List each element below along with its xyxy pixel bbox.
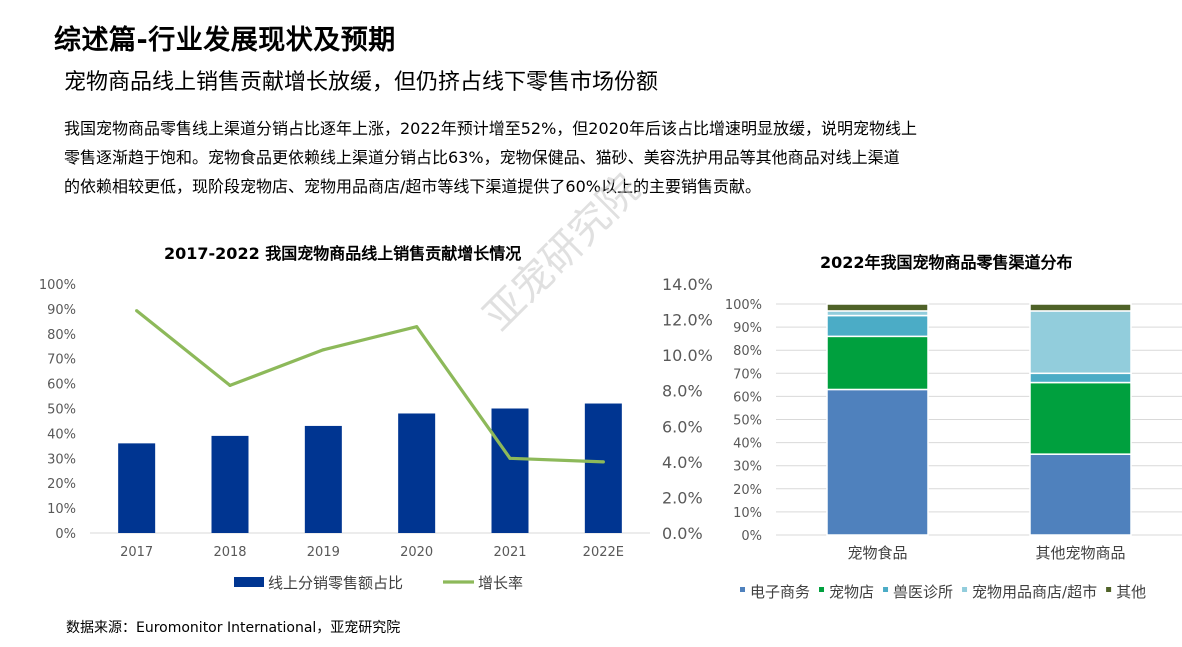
left-y-tick-label: 40%	[47, 427, 76, 442]
bar-online-share	[398, 413, 436, 533]
legend-label-channel: 电子商务	[750, 583, 810, 601]
left-y-tick-label: 90%	[47, 303, 76, 318]
left-y-tick-label: 10%	[47, 502, 76, 517]
growth-rate-point	[321, 348, 325, 352]
legend-swatch-channel	[962, 587, 968, 592]
legend-swatch-channel	[883, 587, 889, 592]
right-y-tick-label: 90%	[733, 321, 762, 336]
right-y-tick-label: 0%	[741, 529, 762, 544]
left-x-tick-label: 2017	[120, 545, 153, 560]
growth-rate-point	[601, 460, 605, 464]
left-y-tick-label: 20%	[47, 477, 76, 492]
growth-rate-point	[415, 325, 419, 329]
right-y-tick-label: 100%	[725, 298, 762, 313]
stacked-segment	[826, 335, 929, 391]
left-y-tick-label: 100%	[39, 278, 76, 293]
right-y-tick-label: 10.0%	[662, 346, 713, 365]
legend-label-channel: 兽医诊所	[893, 583, 953, 601]
right-y-tick-label: 12.0%	[662, 311, 713, 330]
right-y-tick-label: 80%	[733, 344, 762, 359]
stacked-segment	[1029, 310, 1132, 375]
right-y-tick-label: 10%	[733, 506, 762, 521]
legend-label-online-share: 线上分销零售额占比	[268, 574, 403, 592]
left-y-tick-label: 60%	[47, 378, 76, 393]
page-subtitle: 宠物商品线上销售贡献增长放缓，但仍挤占线下零售市场份额	[64, 70, 659, 95]
left-y-tick-label: 30%	[47, 452, 76, 467]
page-title: 综述篇-行业发展现状及预期	[54, 25, 396, 56]
bar-online-share	[211, 435, 249, 533]
right-y-tick-label: 30%	[733, 460, 762, 475]
legend-swatch-online-share	[234, 577, 264, 587]
right-y-tick-label: 0.0%	[662, 524, 703, 543]
stacked-segment	[1029, 381, 1132, 455]
summary-line: 我国宠物商品零售线上渠道分销占比逐年上涨，2022年预计增至52%，但2020年…	[64, 119, 918, 138]
bar-online-share	[491, 408, 529, 533]
data-source-note: 数据来源：Euromonitor International，亚宠研究院	[66, 620, 401, 636]
left-y-tick-label: 70%	[47, 353, 76, 368]
stacked-segment	[1029, 453, 1132, 536]
legend-label-growth-rate: 增长率	[478, 574, 523, 592]
legend-label-channel: 宠物店	[829, 583, 874, 601]
right-chart-title: 2022年我国宠物商品零售渠道分布	[820, 253, 1073, 272]
summary-line: 零售逐渐趋于饱和。宠物食品更依赖线上渠道分销占比63%，宠物保健品、猫砂、美容洗…	[64, 148, 900, 167]
growth-rate-point	[135, 309, 139, 313]
growth-rate-point	[508, 456, 512, 460]
right-x-tick-label: 宠物食品	[847, 544, 907, 562]
right-x-tick-label: 其他宠物商品	[1035, 544, 1125, 562]
growth-rate-point	[228, 383, 232, 387]
left-chart-title: 2017-2022 我国宠物商品线上销售贡献增长情况	[164, 244, 522, 263]
bar-online-share	[304, 425, 342, 533]
right-y-tick-label: 20%	[733, 483, 762, 498]
right-y-tick-label: 70%	[733, 367, 762, 382]
left-x-tick-label: 2022E	[583, 545, 624, 560]
legend-swatch-channel	[1106, 587, 1112, 592]
bar-online-share	[118, 443, 156, 533]
stacked-segment	[826, 388, 929, 536]
summary-line: 的依赖相较更低，现阶段宠物店、宠物用品商店/超市等线下渠道提供了60%以上的主要…	[64, 177, 761, 196]
left-y-tick-label: 0%	[55, 527, 76, 542]
summary-paragraph: 我国宠物商品零售线上渠道分销占比逐年上涨，2022年预计增至52%，但2020年…	[64, 114, 1144, 201]
left-x-tick-label: 2018	[213, 545, 246, 560]
growth-rate-line	[135, 309, 604, 464]
stacked-segment	[826, 303, 929, 312]
legend-swatch-channel	[740, 587, 745, 592]
right-y-tick-label: 40%	[733, 437, 762, 452]
right-y-tick-label: 4.0%	[662, 453, 703, 472]
left-x-tick-label: 2019	[307, 545, 340, 560]
right-y-tick-label: 50%	[733, 414, 762, 429]
left-y-tick-label: 80%	[47, 328, 76, 343]
left-y-tick-label: 50%	[47, 403, 76, 418]
right-y-tick-label: 14.0%	[662, 275, 713, 294]
right-y-tick-label: 2.0%	[662, 488, 703, 507]
left-x-tick-label: 2021	[493, 545, 526, 560]
right-y-tick-label: 6.0%	[662, 417, 703, 436]
legend-label-channel: 宠物用品商店/超市	[972, 583, 1097, 601]
left-x-tick-label: 2020	[400, 545, 433, 560]
legend-swatch-channel	[819, 587, 825, 592]
bar-online-share	[584, 403, 622, 533]
legend-label-channel: 其他	[1116, 583, 1146, 601]
stacked-segment	[1029, 303, 1132, 312]
stacked-segment	[1029, 372, 1132, 384]
right-y-tick-label: 8.0%	[662, 382, 703, 401]
right-y-tick-label: 60%	[733, 390, 762, 405]
stacked-segment	[826, 314, 929, 338]
